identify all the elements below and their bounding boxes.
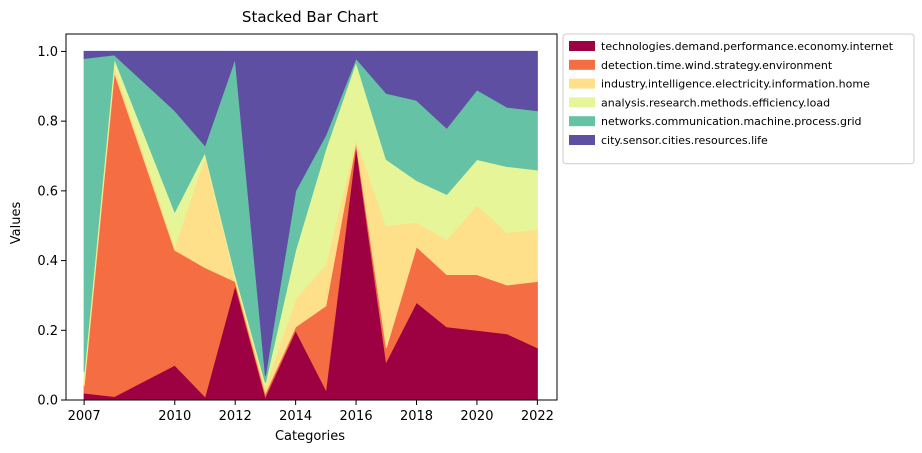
legend: technologies.demand.performance.economy.… [562,33,915,165]
x-tick-label: 2020 [460,409,493,424]
y-axis: 0.0 0.2 0.4 0.6 0.8 1.0 [37,45,66,409]
x-axis-label: Categories [275,429,345,444]
y-tick-label: 0.4 [37,254,58,269]
x-tick-label: 2010 [158,409,191,424]
legend-swatch [569,97,595,108]
chart-title: Stacked Bar Chart [242,8,378,26]
y-tick-label: 0.8 [37,115,58,130]
y-tick-label: 0.6 [37,184,58,199]
y-axis-label: Values [9,202,24,245]
legend-swatch [569,78,595,89]
legend-swatch [569,135,595,145]
y-tick-label: 0.2 [37,324,58,339]
legend-swatch [569,116,595,127]
x-axis: 2007 2010 2012 2014 2016 2018 2020 2022 [68,400,554,424]
plot-frame [65,33,558,401]
legend-frame [562,33,915,165]
legend-label: city.sensor.cities.resources.life [601,134,768,147]
x-tick-label: 2012 [219,409,252,424]
y-tick-label: 0.0 [37,394,58,409]
x-tick-label: 2016 [340,409,373,424]
legend-label: networks.communication.machine.process.g… [601,115,862,128]
plot-areas [83,50,538,401]
legend-swatch [569,41,595,51]
legend-swatch [569,59,595,70]
legend-label: analysis.research.methods.efficiency.loa… [601,96,830,109]
x-tick-label: 2018 [400,409,433,424]
y-tick-label: 1.0 [37,45,58,60]
x-tick-label: 2014 [279,409,312,424]
legend-label: detection.time.wind.strategy.environment [601,59,833,72]
legend-label: industry.intelligence.electricity.inform… [601,78,870,91]
area-series-6 [83,50,538,376]
legend-label: technologies.demand.performance.economy.… [601,40,894,53]
x-tick-label: 2022 [521,409,554,424]
x-tick-label: 2007 [68,409,101,424]
